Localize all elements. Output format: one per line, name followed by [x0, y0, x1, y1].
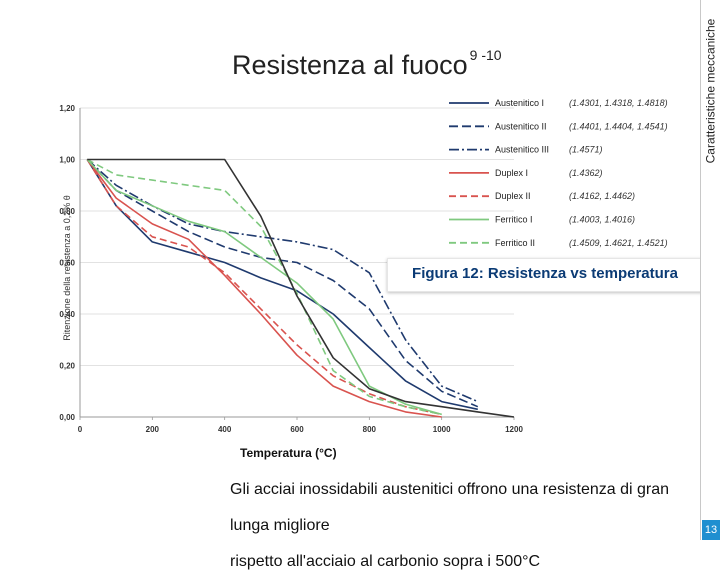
x-tick-label: 800 [363, 425, 377, 434]
y-tick-label: 0,80 [59, 207, 75, 216]
x-tick-label: 200 [146, 425, 160, 434]
y-axis-label: Ritenzione della resistenza a 0,2% θ [62, 195, 72, 341]
body-text: Gli acciai inossidabili austenitici offr… [230, 472, 690, 580]
series-line-ferritico-ii [86, 158, 442, 416]
legend-label: Ferritico II [495, 238, 535, 248]
ticks: 0,00 0,20 0,40 0,60 0,80 1,00 1,20 0 200 400 600 80… [59, 104, 523, 434]
x-tick-label: 1000 [433, 425, 451, 434]
y-tick-label: 0,60 [59, 259, 75, 268]
series-line-austenitico-ii [86, 158, 479, 408]
chart: 0,00 0,20 0,40 0,60 0,80 1,00 1,20 0 200 400 600 80… [59, 98, 668, 434]
legend-label: Austenitico I [495, 98, 544, 108]
title-superscript: 9 -10 [469, 47, 502, 63]
legend-grades: (1.4362) [569, 168, 603, 178]
series-line-acciaio-al-carbonio [87, 158, 515, 418]
legend-grades: (1.4301, 1.4318, 1.4818) [569, 98, 668, 108]
legend-grades: (1.4571) [569, 145, 603, 155]
page-number: 13 [702, 520, 720, 540]
series-line-ferritico-i [86, 158, 442, 416]
body-line-1: Gli acciai inossidabili austenitici offr… [230, 481, 670, 534]
section-label: Caratteristiche meccaniche [703, 18, 718, 164]
x-tick-label: 600 [290, 425, 304, 434]
legend-label: Austenitico III [495, 145, 549, 155]
legend: Austenitico I (1.4301, 1.4318, 1.4818) Aus… [449, 98, 668, 271]
legend-label: Austenitico II [495, 121, 547, 131]
y-tick-label: 0,20 [59, 362, 75, 371]
body-line-2: rispetto all'acciaio al carbonio sopra i… [230, 553, 541, 570]
y-tick-label: 0,00 [59, 413, 75, 422]
legend-grades: (1.4162, 1.4462) [569, 191, 635, 201]
legend-grades: (1.4509, 1.4621, 1.4521) [569, 238, 668, 248]
x-tick-label: 0 [78, 425, 83, 434]
y-tick-label: 1,20 [59, 104, 75, 113]
x-tick-label: 400 [218, 425, 232, 434]
legend-grades: (1.4401, 1.4404, 1.4541) [569, 121, 668, 131]
legend-label: Ferritico I [495, 215, 533, 225]
x-axis-label: Temperatura (°C) [240, 446, 337, 460]
legend-grades: (1.4003, 1.4016) [569, 215, 635, 225]
legend-label: Duplex II [495, 191, 531, 201]
x-tick-label: 1200 [505, 425, 523, 434]
series-line-duplex-ii [86, 159, 442, 416]
legend-label: Duplex I [495, 168, 528, 178]
y-tick-label: 0,40 [59, 310, 75, 319]
figure-caption: Figura 12: Resistenza vs temperatura [412, 265, 678, 282]
series-line-austenitico-i [86, 159, 478, 411]
figure-caption-box: Figura 12: Resistenza vs temperatura [387, 258, 703, 292]
y-tick-label: 1,00 [59, 156, 75, 165]
slide-title: Resistenza al fuoco 9 -10 [232, 47, 502, 80]
series-lines [86, 158, 515, 418]
series-line-duplex-i [86, 159, 442, 418]
side-bar [700, 0, 720, 540]
